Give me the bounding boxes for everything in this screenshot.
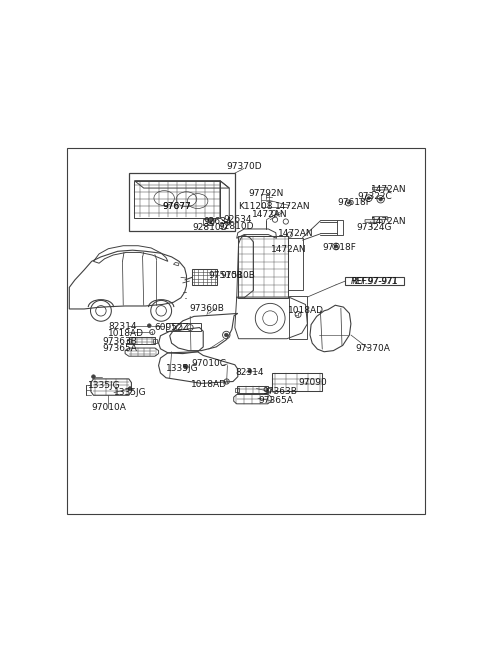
Text: 97363B: 97363B: [262, 388, 297, 396]
Text: 97322C: 97322C: [357, 192, 392, 201]
Text: 1472AN: 1472AN: [252, 210, 288, 218]
Text: 1472AN: 1472AN: [372, 217, 407, 226]
Bar: [203, 219, 213, 224]
Text: 97360B: 97360B: [190, 304, 224, 313]
Text: 97370A: 97370A: [355, 344, 390, 352]
Text: 1335JG: 1335JG: [114, 388, 146, 397]
Text: 1472AN: 1472AN: [278, 230, 314, 238]
Bar: [238, 236, 288, 298]
Circle shape: [183, 364, 188, 369]
Bar: [129, 173, 235, 231]
Text: 1018AD: 1018AD: [108, 329, 144, 338]
Text: 97363B: 97363B: [103, 337, 138, 346]
Text: 60952Z: 60952Z: [154, 323, 189, 332]
Circle shape: [347, 202, 349, 204]
Text: 92634: 92634: [224, 215, 252, 224]
Circle shape: [92, 375, 96, 379]
Text: 97365A: 97365A: [103, 344, 138, 354]
Text: 1018AD: 1018AD: [288, 306, 324, 315]
Bar: [266, 388, 270, 392]
Text: 82314: 82314: [236, 368, 264, 377]
Circle shape: [209, 220, 212, 223]
Text: 82314: 82314: [108, 322, 137, 331]
Text: 97677: 97677: [163, 202, 192, 211]
Bar: [153, 338, 156, 343]
Text: 97618F: 97618F: [337, 198, 371, 207]
Bar: [235, 388, 239, 392]
Text: 1472AN: 1472AN: [271, 245, 307, 254]
Circle shape: [128, 386, 132, 390]
Text: 97010C: 97010C: [192, 359, 226, 368]
Text: 92634: 92634: [203, 217, 232, 226]
Circle shape: [367, 197, 370, 199]
Text: 1335JG: 1335JG: [88, 380, 120, 390]
Bar: [192, 269, 217, 285]
Bar: [272, 373, 322, 391]
Circle shape: [335, 245, 337, 248]
Text: 97365A: 97365A: [258, 396, 293, 405]
Text: 97677: 97677: [163, 202, 192, 211]
Text: 97324G: 97324G: [357, 223, 392, 232]
Text: 97618F: 97618F: [322, 243, 356, 252]
Text: 97510B: 97510B: [209, 271, 244, 280]
Bar: [166, 323, 202, 331]
Text: 1472AN: 1472AN: [275, 202, 310, 211]
Text: REF.97-971: REF.97-971: [351, 277, 398, 285]
Text: 1472AN: 1472AN: [372, 186, 407, 194]
Bar: [127, 338, 131, 343]
Text: 92810D: 92810D: [192, 223, 228, 232]
Text: 92810D: 92810D: [218, 222, 253, 230]
Text: REF.97-971: REF.97-971: [351, 277, 398, 286]
Text: 97792N: 97792N: [249, 189, 284, 198]
Circle shape: [248, 369, 252, 373]
Text: 97010A: 97010A: [91, 403, 126, 412]
Bar: [289, 296, 307, 338]
Text: 97370D: 97370D: [227, 162, 262, 171]
Bar: [288, 238, 302, 291]
Text: 1018AD: 1018AD: [191, 380, 227, 388]
Bar: [345, 277, 404, 285]
Text: K11208: K11208: [238, 202, 273, 211]
Text: 1335JG: 1335JG: [167, 364, 199, 373]
Circle shape: [225, 333, 228, 337]
Circle shape: [379, 197, 383, 201]
Text: 97090: 97090: [299, 378, 327, 387]
Circle shape: [147, 324, 151, 327]
Text: 97510B: 97510B: [220, 271, 255, 280]
